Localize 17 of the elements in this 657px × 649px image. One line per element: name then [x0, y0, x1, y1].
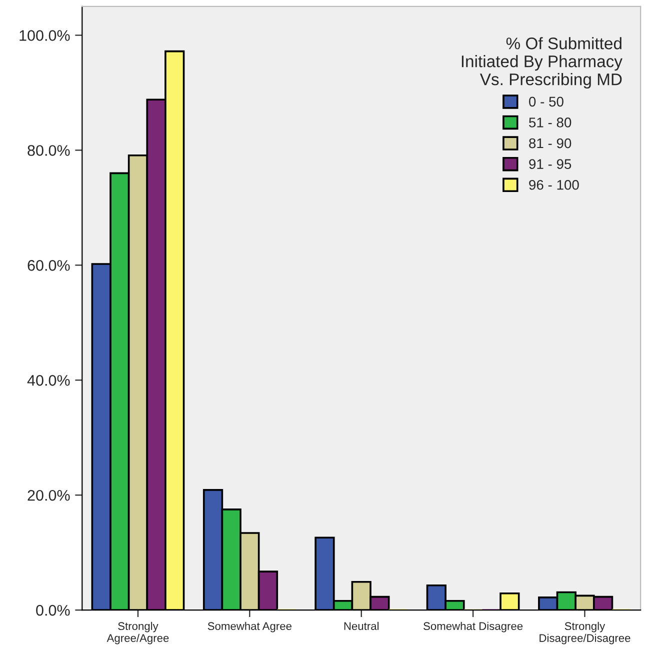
x-tick-label: Somewhat Disagree [424, 622, 523, 632]
x-tick-label: Neutral [344, 622, 379, 630]
y-tick-label: 60.0% [28, 260, 70, 271]
legend-label: 91 - 95 [529, 159, 572, 169]
y-tick-label: 40.0% [27, 374, 70, 386]
y-tick-label: 100.0% [20, 30, 70, 41]
legend-label: 0 - 50 [529, 96, 564, 107]
x-tick-label: Strongly Agree/Agree [106, 622, 169, 644]
legend-title: % Of Submitted Initiated By Pharmacy Vs. Prescribing MD [462, 37, 622, 89]
y-tick-label: 80.0% [28, 145, 70, 156]
legend-label: 51 - 80 [529, 118, 572, 128]
legend-label: 96 - 100 [529, 180, 579, 190]
x-tick-label: Somewhat Agree [208, 622, 292, 632]
y-tick-label: 0.0% [36, 604, 70, 616]
x-tick-label: Strongly Disagree/Disagree [540, 622, 630, 644]
y-tick-label: 20.0% [28, 490, 70, 501]
legend-label: 81 - 90 [529, 138, 572, 148]
